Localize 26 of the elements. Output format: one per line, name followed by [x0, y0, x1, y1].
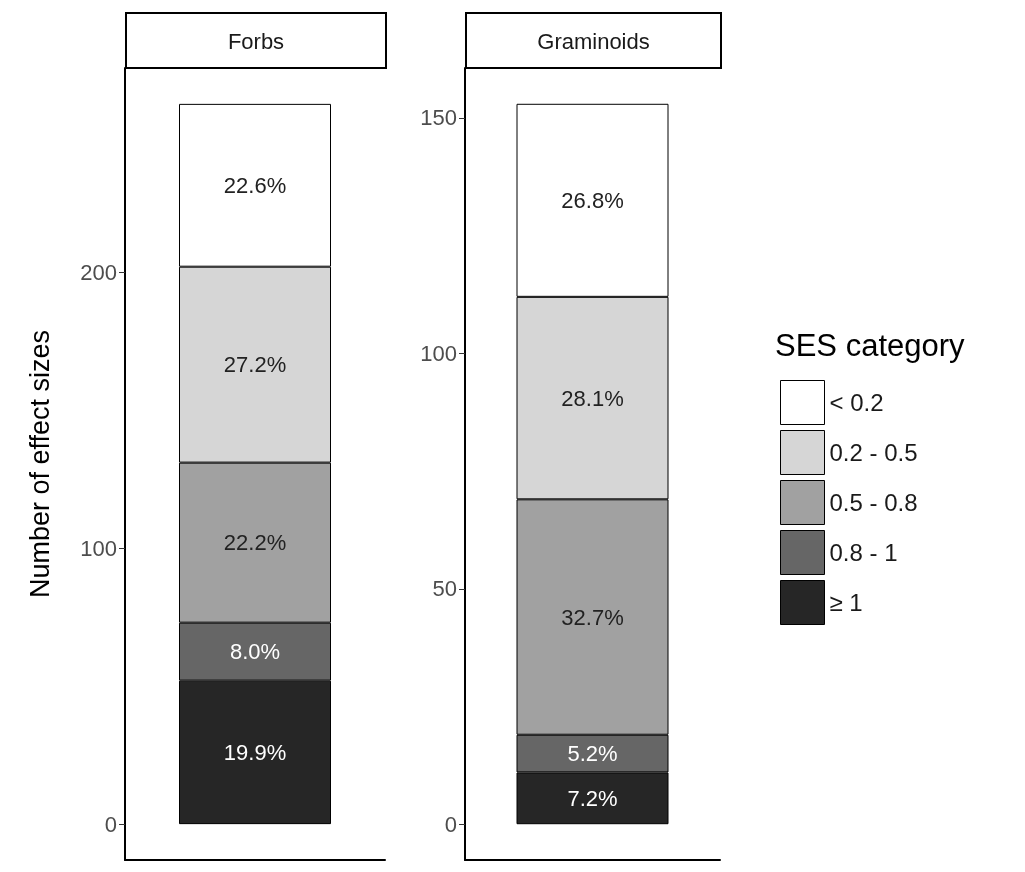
- annotation: 19.9%: [223, 739, 287, 765]
- annotation: 7.2%: [567, 785, 618, 811]
- y-tick-label: 50: [432, 576, 457, 602]
- y-tick-label: 0: [444, 811, 457, 837]
- y-tick-label: 150: [420, 105, 457, 131]
- legend-label: 0.2 - 0.5: [829, 439, 918, 466]
- annotation: 27.2%: [223, 352, 287, 378]
- chart-title: Forbs: [227, 28, 285, 54]
- legend-label: 0.8 - 1: [829, 539, 898, 566]
- annotation: 32.7%: [561, 604, 624, 630]
- annotation: 5.2%: [567, 741, 618, 767]
- legend-label: 0.5 - 0.8: [829, 489, 918, 516]
- y-tick-label: 100: [80, 535, 117, 561]
- legend-label: < 0.2: [829, 389, 884, 416]
- y-tick-label: 100: [420, 340, 457, 366]
- y-tick-label: 200: [80, 259, 117, 285]
- annotation: 26.8%: [561, 187, 624, 213]
- annotation: 22.2%: [223, 530, 287, 556]
- legend-title: SES category: [775, 328, 966, 363]
- annotation: 28.1%: [561, 385, 624, 411]
- annotation: 8.0%: [229, 639, 281, 665]
- y-axis-title: Number of effect sizes: [24, 329, 55, 599]
- chart-title: Graminoids: [537, 28, 650, 54]
- legend-label: ≥ 1: [829, 589, 863, 616]
- y-tick-label: 0: [104, 811, 117, 837]
- annotation: 22.6%: [223, 172, 287, 198]
